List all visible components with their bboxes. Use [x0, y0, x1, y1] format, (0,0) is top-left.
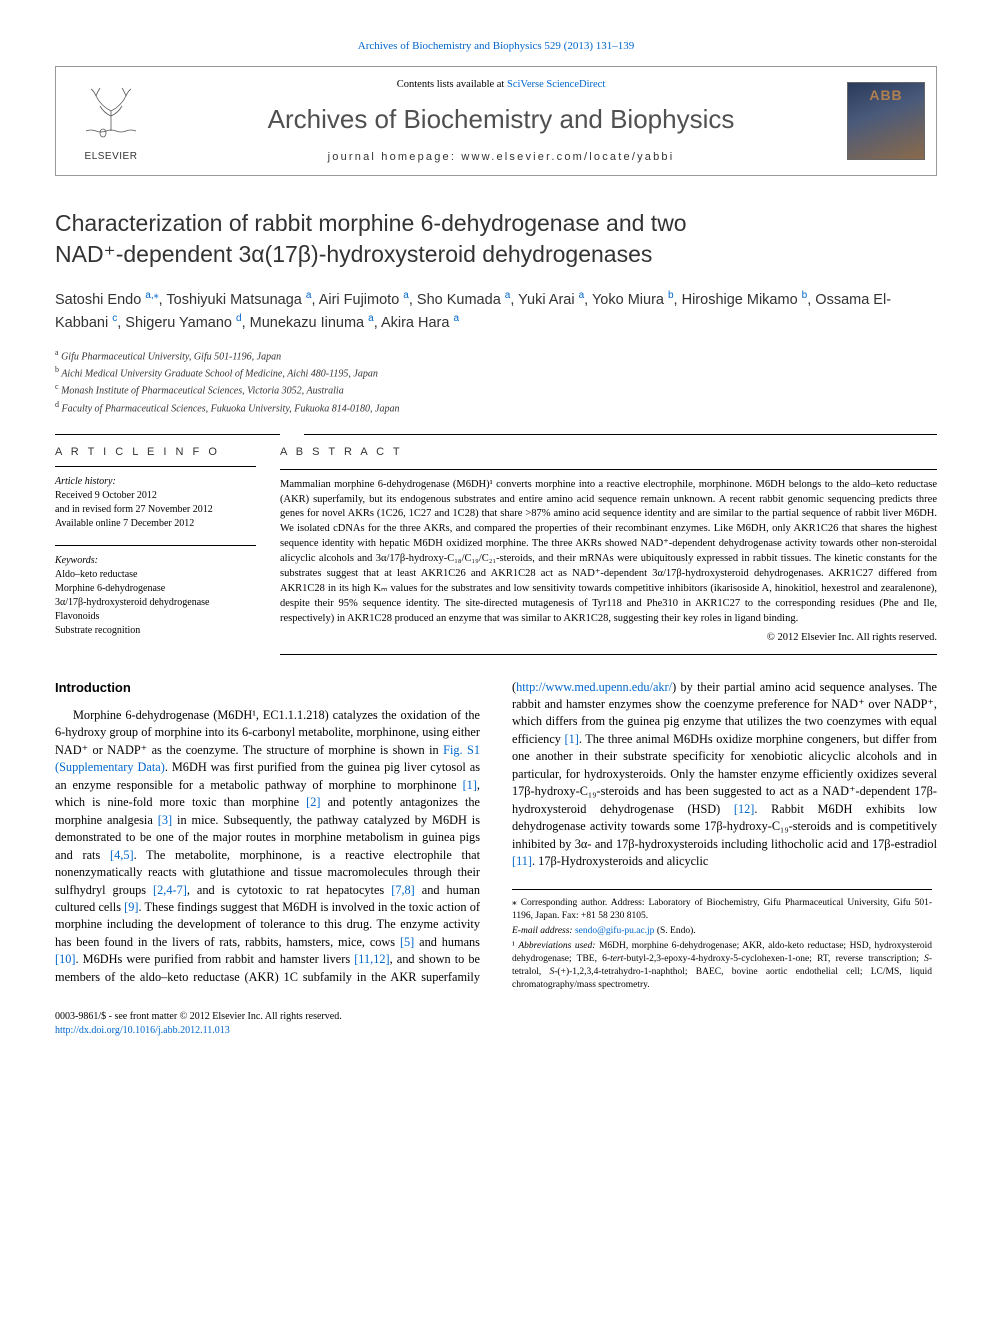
contents-prefix: Contents lists available at: [397, 79, 507, 90]
email-line: E-mail address: sendo@gifu-pu.ac.jp (S. …: [512, 925, 932, 938]
article-info-heading: A R T I C L E I N F O: [55, 445, 256, 460]
email-label: E-mail address:: [512, 926, 575, 936]
abstract-panel: A B S T R A C T Mammalian morphine 6-deh…: [280, 435, 937, 655]
keywords-label: Keywords:: [55, 554, 256, 568]
article-info-panel: A R T I C L E I N F O Article history: R…: [55, 435, 280, 655]
footer: 0003-9861/$ - see front matter © 2012 El…: [55, 1010, 937, 1038]
article-history: Article history: Received 9 October 2012…: [55, 475, 256, 531]
abb-badge: ABB: [847, 82, 925, 160]
history-label: Article history:: [55, 475, 256, 489]
journal-header: ELSEVIER Contents lists available at Sci…: [55, 66, 937, 176]
affiliations: a Gifu Pharmaceutical University, Gifu 5…: [55, 347, 937, 416]
sciencedirect-link[interactable]: SciVerse ScienceDirect: [507, 79, 605, 90]
article-title: Characterization of rabbit morphine 6-de…: [55, 208, 937, 270]
elsevier-tree-icon: [76, 81, 146, 147]
issn-line: 0003-9861/$ - see front matter © 2012 El…: [55, 1010, 342, 1024]
keywords-block: Keywords: Aldo–keto reductaseMorphine 6-…: [55, 554, 256, 638]
contents-line: Contents lists available at SciVerse Sci…: [176, 79, 826, 90]
corresponding-author-note: ⁎ Corresponding author. Address: Laborat…: [512, 897, 932, 923]
journal-badge-container: ABB: [836, 67, 936, 175]
elsevier-label: ELSEVIER: [85, 151, 138, 162]
homepage-line: journal homepage: www.elsevier.com/locat…: [176, 151, 826, 163]
doi-link[interactable]: http://dx.doi.org/10.1016/j.abb.2012.11.…: [55, 1024, 342, 1038]
introduction-heading: Introduction: [55, 679, 480, 697]
top-journal-ref: Archives of Biochemistry and Biophysics …: [55, 40, 937, 52]
body-columns: Introduction Morphine 6-dehydrogenase (M…: [55, 679, 937, 993]
title-line2: NAD⁺-dependent 3α(17β)-hydroxysteroid de…: [55, 241, 652, 267]
abstract-copyright: © 2012 Elsevier Inc. All rights reserved…: [280, 631, 937, 646]
abstract-body: Mammalian morphine 6-dehydrogenase (M6DH…: [280, 478, 937, 627]
email-link[interactable]: sendo@gifu-pu.ac.jp: [575, 926, 654, 936]
journal-name: Archives of Biochemistry and Biophysics: [176, 104, 826, 135]
homepage-prefix: journal homepage:: [328, 151, 462, 163]
abb-badge-text: ABB: [869, 87, 902, 103]
top-journal-ref-text[interactable]: Archives of Biochemistry and Biophysics …: [358, 40, 635, 52]
elsevier-logo: ELSEVIER: [56, 67, 166, 175]
abbreviations-note: ¹ Abbreviations used: M6DH, morphine 6-d…: [512, 940, 932, 992]
title-line1: Characterization of rabbit morphine 6-de…: [55, 210, 687, 236]
footnotes: ⁎ Corresponding author. Address: Laborat…: [512, 889, 932, 993]
email-suffix: (S. Endo).: [654, 926, 695, 936]
homepage-url[interactable]: www.elsevier.com/locate/yabbi: [461, 151, 674, 163]
authors-list: Satoshi Endo a,⁎, Toshiyuki Matsunaga a,…: [55, 288, 937, 335]
abstract-heading: A B S T R A C T: [280, 445, 937, 461]
